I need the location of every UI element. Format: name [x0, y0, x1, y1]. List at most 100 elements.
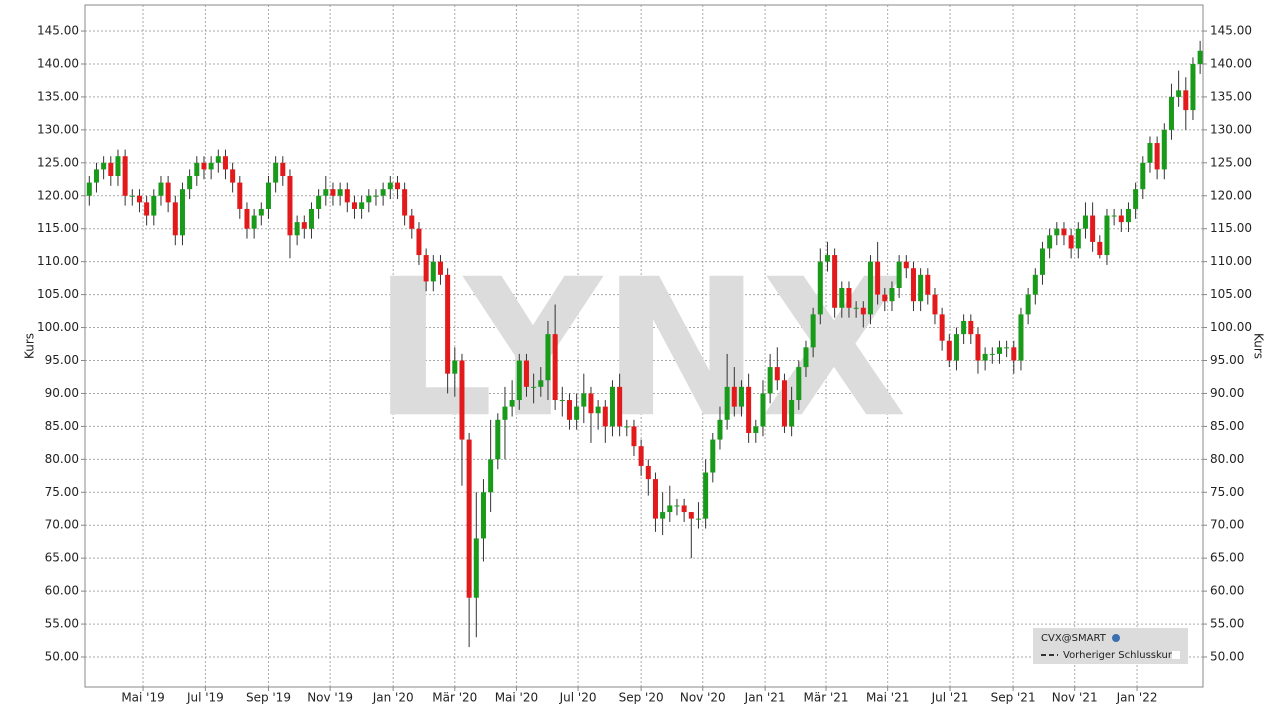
candle-body: [265, 182, 271, 209]
candle-body: [136, 195, 142, 203]
candle-body: [1190, 63, 1196, 111]
candle-body: [1039, 248, 1045, 275]
legend-box: [1033, 628, 1188, 664]
candle-body: [588, 393, 594, 414]
candle-body: [122, 156, 128, 196]
candle-body: [445, 274, 451, 374]
candle-body: [1090, 215, 1096, 242]
candle-body: [215, 156, 221, 163]
y-tick-label: 110.00: [37, 254, 79, 268]
y-tick-label: 120.00: [37, 188, 79, 202]
candle-body: [459, 360, 465, 440]
candle-body: [1075, 228, 1081, 249]
candle-body: [896, 261, 902, 289]
candle-body: [1154, 143, 1160, 170]
candle-body: [187, 175, 193, 190]
candle-body: [1104, 215, 1110, 256]
y-tick-label: 55.00: [45, 617, 79, 631]
candle-body: [502, 406, 508, 420]
x-tick-label: Mai '21: [866, 691, 909, 705]
x-tick-label: Mai '20: [495, 691, 538, 705]
candle-body: [366, 195, 372, 203]
candle-body: [767, 367, 773, 394]
candle-body: [359, 202, 365, 209]
y-tick-label: 115.00: [37, 221, 79, 235]
plot-frame: [84, 4, 1204, 688]
candle-body: [194, 162, 200, 176]
candle-body: [158, 182, 164, 196]
candle-body: [531, 386, 537, 388]
candle-body: [875, 261, 881, 295]
candle-body: [989, 353, 995, 355]
y-tick-label: 130.00: [37, 122, 79, 136]
candle-body: [423, 255, 429, 282]
candle-body: [129, 195, 135, 197]
candle-body: [1197, 50, 1203, 64]
y-axis-label: Kurs: [23, 333, 37, 359]
candle-body: [337, 189, 343, 196]
candle-body: [574, 406, 580, 420]
candle-body: [201, 162, 207, 170]
legend: CVX@SMART Vorheriger Schlusskurs: [1033, 628, 1188, 664]
candle-body: [387, 182, 393, 190]
candle-body: [86, 182, 92, 196]
candles: [86, 40, 1203, 648]
y-tick-label: 95.00: [45, 353, 79, 367]
candle-body: [688, 512, 694, 519]
candle-body: [1068, 235, 1074, 249]
candle-body: [710, 439, 716, 473]
candle-body: [115, 156, 121, 176]
legend-icon: [1112, 634, 1120, 642]
candle-body: [717, 419, 723, 440]
candle-body: [953, 334, 959, 361]
candle-body: [151, 195, 157, 216]
y2-tick-label: 115.00: [1210, 221, 1252, 235]
candle-body: [552, 334, 558, 401]
candle-body: [925, 274, 931, 295]
candle-body: [1118, 215, 1124, 223]
x-tick-label: Jan '20: [372, 691, 414, 705]
candle-body: [230, 169, 236, 183]
candle-body: [760, 393, 766, 427]
candle-body: [846, 288, 852, 308]
candle-body: [480, 492, 486, 539]
y2-tick-label: 95.00: [1210, 353, 1244, 367]
x-tick-label: Jul '21: [931, 691, 969, 705]
candle-body: [1018, 314, 1024, 361]
y2-tick-label: 135.00: [1210, 89, 1252, 103]
candle-body: [101, 162, 107, 170]
y2-tick-label: 50.00: [1210, 650, 1244, 664]
candle-body: [294, 222, 300, 236]
y-tick-label: 70.00: [45, 518, 79, 532]
candle-body: [996, 347, 1002, 354]
candle-body: [1011, 347, 1017, 361]
candle-body: [1061, 228, 1067, 236]
y2-tick-label: 125.00: [1210, 155, 1252, 169]
y2-tick-label: 55.00: [1210, 617, 1244, 631]
candle-body: [774, 367, 780, 381]
candle-body: [1161, 129, 1167, 170]
candle-body: [251, 215, 257, 229]
candle-body: [753, 426, 759, 433]
y-tick-label: 125.00: [37, 155, 79, 169]
candle-body: [674, 505, 680, 507]
candle-body: [93, 169, 99, 183]
candle-body: [308, 208, 314, 229]
candle-body: [287, 175, 293, 236]
candle-body: [566, 400, 572, 420]
candle-body: [731, 386, 737, 407]
y-tick-label: 80.00: [45, 452, 79, 466]
y2-axis-label: Kurs: [1252, 333, 1266, 359]
candle-body: [617, 386, 623, 427]
y2-tick-label: 140.00: [1210, 56, 1252, 70]
candle-body: [631, 426, 637, 447]
candle-body: [244, 208, 250, 229]
candle-body: [344, 189, 350, 203]
y2-tick-label: 110.00: [1210, 254, 1252, 268]
x-tick-label: Jul '20: [559, 691, 597, 705]
candle-body: [495, 419, 501, 460]
candle-body: [789, 400, 795, 427]
candle-body: [867, 261, 873, 315]
y-tick-label: 75.00: [45, 485, 79, 499]
candle-body: [781, 380, 787, 427]
